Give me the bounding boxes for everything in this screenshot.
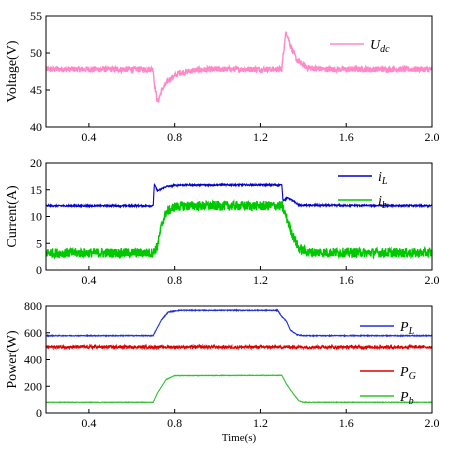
legend-label-main: P: [399, 390, 409, 405]
legend-label-sub: b: [382, 200, 387, 211]
x-tick-label: 2.0: [425, 273, 440, 287]
legend-label-sub: L: [381, 176, 388, 187]
y-tick-label: 15: [30, 183, 42, 197]
y-tick-label: 10: [30, 210, 42, 224]
x-tick-label: 0.8: [167, 273, 182, 287]
y-tick-label: 5: [36, 236, 42, 250]
legend-label: PL: [399, 320, 415, 337]
x-axis-label: Time(s): [222, 432, 257, 444]
series-line-p-g: [46, 343, 432, 351]
legend-label: PG: [399, 365, 416, 382]
y-tick-label: 200: [24, 379, 42, 393]
legend-label-sub: G: [409, 371, 416, 382]
series-line-i-b: [46, 198, 432, 261]
x-tick-label: 2.0: [425, 130, 440, 144]
y-tick-label: 600: [24, 326, 42, 340]
x-tick-label: 0.4: [81, 416, 96, 430]
series-line-i-l: [46, 182, 432, 209]
x-tick-label: 1.6: [339, 273, 354, 287]
x-tick-label: 1.2: [253, 130, 268, 144]
legend-label-sub: b: [409, 396, 414, 407]
y-axis-label: Voltage(V): [5, 40, 20, 102]
legend-label-sub: L: [408, 326, 415, 337]
x-tick-label: 0.4: [81, 273, 96, 287]
y-axis-label: Current(A): [5, 185, 20, 248]
x-tick-label: 1.6: [339, 130, 354, 144]
y-tick-label: 400: [24, 353, 42, 367]
legend-label-sub: dc: [380, 44, 390, 55]
y-tick-label: 800: [24, 299, 42, 313]
legend-label-main: i: [378, 170, 382, 185]
x-tick-label: 1.6: [339, 416, 354, 430]
x-tick-label: 2.0: [425, 416, 440, 430]
x-tick-label: 0.8: [167, 416, 182, 430]
y-tick-label: 55: [30, 9, 42, 23]
x-tick-label: 1.2: [253, 273, 268, 287]
legend-label-main: i: [378, 194, 382, 209]
y-axis-label: Power(W): [5, 330, 20, 389]
x-tick-label: 0.8: [167, 130, 182, 144]
y-tick-label: 20: [30, 156, 42, 170]
y-tick-label: 40: [30, 120, 42, 134]
y-tick-label: 45: [30, 83, 42, 97]
y-tick-label: 0: [36, 406, 42, 420]
legend-label: Pb: [399, 390, 414, 407]
panel-voltage: Udc 0.4 0.8 1.2 1.6 2.0 40 45 50 55 Voltage(V): [5, 9, 440, 144]
y-tick-label: 0: [36, 263, 42, 277]
x-tick-label: 1.2: [253, 416, 268, 430]
legend-label-main: P: [399, 320, 409, 335]
x-tick-label: 0.4: [81, 130, 96, 144]
series-line-p-b: [46, 374, 432, 404]
legend-label-main: U: [370, 38, 381, 53]
legend-label: iL: [378, 170, 388, 187]
legend-label-main: P: [399, 365, 409, 380]
series-line-p-l: [46, 308, 432, 338]
y-tick-label: 50: [30, 46, 42, 60]
plot-frame: [45, 305, 433, 414]
series-line-u-dc: [46, 31, 432, 104]
legend-label: Udc: [370, 38, 390, 55]
legend-label: ib: [378, 194, 387, 211]
plot-frame: [45, 15, 433, 128]
